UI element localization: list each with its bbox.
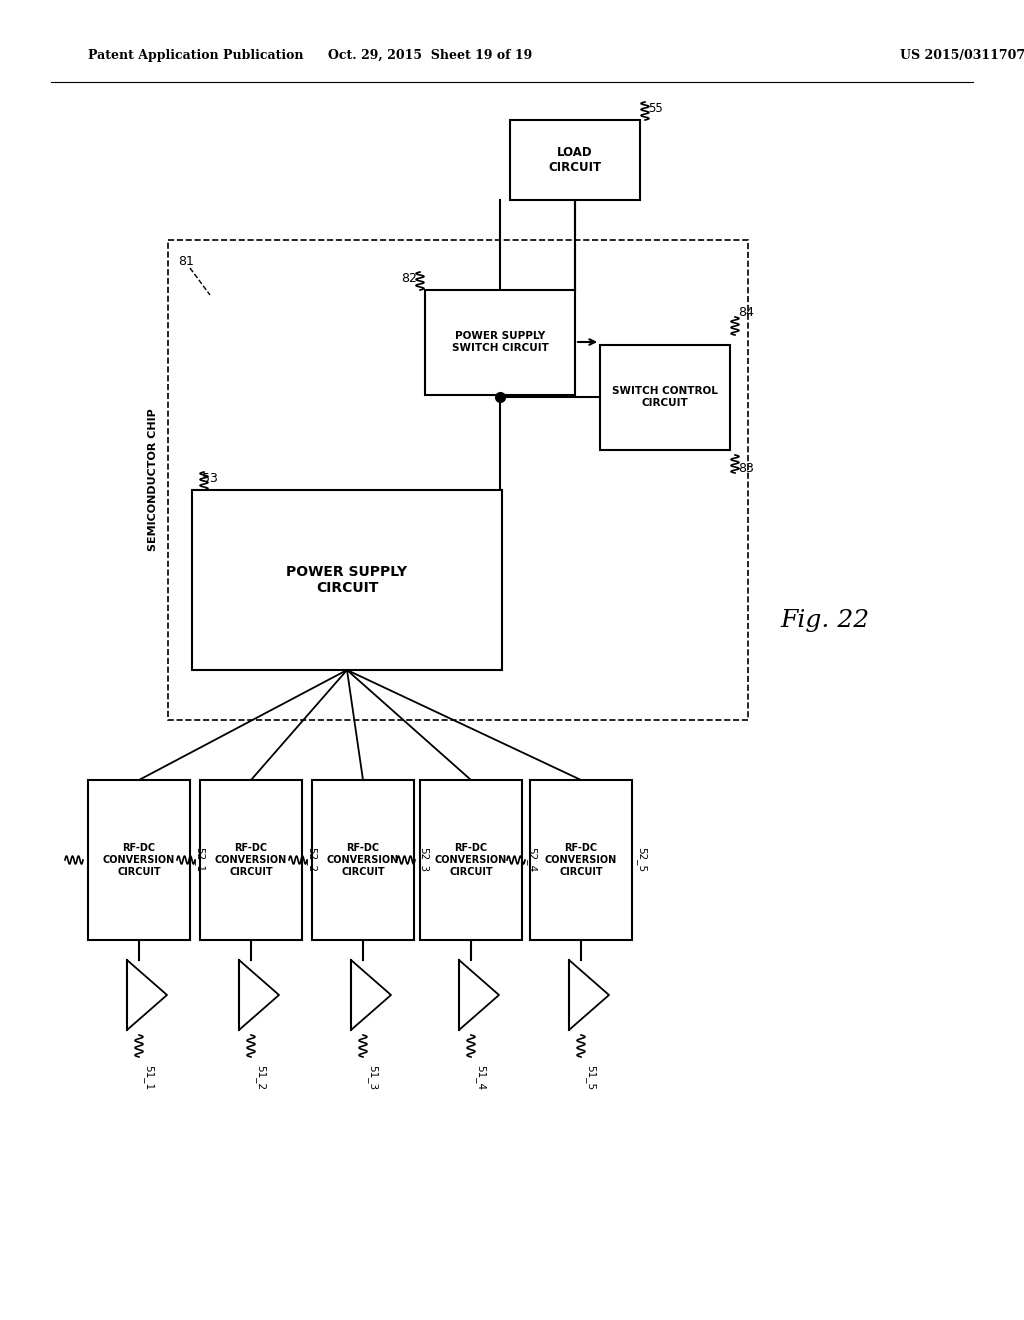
Bar	[88, 780, 190, 940]
Text: RF-DC
CONVERSION
CIRCUIT: RF-DC CONVERSION CIRCUIT	[215, 843, 287, 876]
Bar	[193, 490, 502, 671]
Bar	[420, 780, 522, 940]
Text: 52_2: 52_2	[306, 847, 316, 873]
Text: RF-DC
CONVERSION
CIRCUIT: RF-DC CONVERSION CIRCUIT	[102, 843, 175, 876]
Text: 52_4: 52_4	[526, 847, 537, 873]
Text: 81: 81	[178, 255, 194, 268]
Bar	[530, 780, 632, 940]
Text: RF-DC
CONVERSION
CIRCUIT: RF-DC CONVERSION CIRCUIT	[435, 843, 507, 876]
Text: Oct. 29, 2015  Sheet 19 of 19: Oct. 29, 2015 Sheet 19 of 19	[328, 49, 532, 62]
Text: 52_5: 52_5	[636, 847, 647, 873]
Text: POWER SUPPLY
SWITCH CIRCUIT: POWER SUPPLY SWITCH CIRCUIT	[452, 331, 549, 352]
Text: RF-DC
CONVERSION
CIRCUIT: RF-DC CONVERSION CIRCUIT	[327, 843, 399, 876]
Bar	[510, 120, 640, 201]
Text: Fig. 22: Fig. 22	[780, 609, 869, 631]
Text: 82: 82	[401, 272, 417, 285]
Text: POWER SUPPLY
CIRCUIT: POWER SUPPLY CIRCUIT	[287, 565, 408, 595]
Text: SWITCH CONTROL
CIRCUIT: SWITCH CONTROL CIRCUIT	[612, 387, 718, 408]
Text: LOAD
CIRCUIT: LOAD CIRCUIT	[549, 147, 601, 174]
Text: 51_4: 51_4	[475, 1065, 486, 1090]
Text: 83: 83	[738, 462, 754, 475]
Text: 51_5: 51_5	[585, 1065, 596, 1090]
Text: Patent Application Publication: Patent Application Publication	[88, 49, 303, 62]
Text: US 2015/0311707 A1: US 2015/0311707 A1	[900, 49, 1024, 62]
Text: 51_1: 51_1	[143, 1065, 154, 1090]
Bar	[425, 290, 575, 395]
Bar	[312, 780, 414, 940]
Text: RF-DC
CONVERSION
CIRCUIT: RF-DC CONVERSION CIRCUIT	[545, 843, 617, 876]
Bar	[168, 240, 748, 719]
Text: 84: 84	[738, 305, 754, 318]
Text: 51_3: 51_3	[367, 1065, 378, 1090]
Text: 55: 55	[648, 102, 663, 115]
Text: SEMICONDUCTOR CHIP: SEMICONDUCTOR CHIP	[148, 409, 158, 552]
Text: 53: 53	[202, 471, 218, 484]
Text: 52_1: 52_1	[194, 847, 205, 873]
Bar	[200, 780, 302, 940]
Text: 52_3: 52_3	[418, 847, 429, 873]
Text: 51_2: 51_2	[255, 1065, 266, 1090]
Bar	[600, 345, 730, 450]
